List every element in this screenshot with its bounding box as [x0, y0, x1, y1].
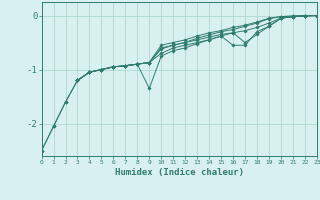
X-axis label: Humidex (Indice chaleur): Humidex (Indice chaleur): [115, 168, 244, 177]
